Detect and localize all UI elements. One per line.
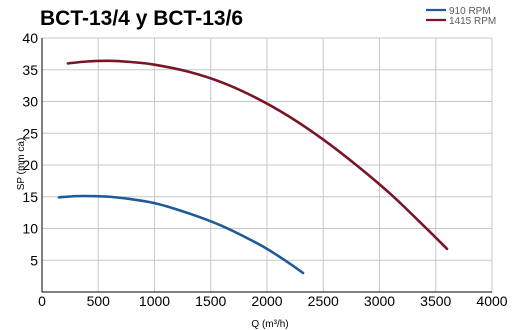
grid: [42, 37, 493, 292]
y-tick-label: 35: [22, 62, 38, 78]
x-tick-label: 3000: [364, 293, 395, 309]
y-tick-label: 25: [22, 125, 38, 141]
y-axis-label: SP (mm ca): [16, 138, 27, 191]
y-tick-label: 15: [22, 189, 38, 205]
y-tick-label: 5: [30, 252, 38, 268]
x-tick-labels: 0 500 1000 1500 2000 2500 3000 3500 4000: [38, 293, 508, 309]
legend-label-1: 910 RPM: [449, 6, 491, 17]
x-tick-label: 1500: [195, 293, 226, 309]
x-tick-label: 0: [38, 293, 46, 309]
series-line-1: [57, 194, 305, 275]
chart-title: BCT-13/4 y BCT-13/6: [40, 7, 243, 30]
y-tick-label: 10: [22, 221, 38, 237]
x-tick-label: 2500: [308, 293, 339, 309]
x-tick-label: 500: [87, 293, 111, 309]
y-tick-label: 30: [22, 94, 38, 110]
x-tick-label: 3500: [420, 293, 451, 309]
legend-label-2: 1415 RPM: [449, 16, 496, 27]
x-tick-label: 1000: [139, 293, 170, 309]
y-tick-label: 40: [22, 30, 38, 46]
series-lines: [57, 59, 449, 275]
x-axis-label: Q (m³/h): [251, 319, 288, 330]
x-tick-label: 4000: [476, 293, 507, 309]
axes: [41, 38, 492, 293]
series-line-2: [66, 59, 449, 251]
y-tick-label: 20: [22, 157, 38, 173]
x-tick-label: 2000: [251, 293, 282, 309]
y-tick-labels: 5 10 15 20 25 30 35 40: [22, 30, 38, 268]
